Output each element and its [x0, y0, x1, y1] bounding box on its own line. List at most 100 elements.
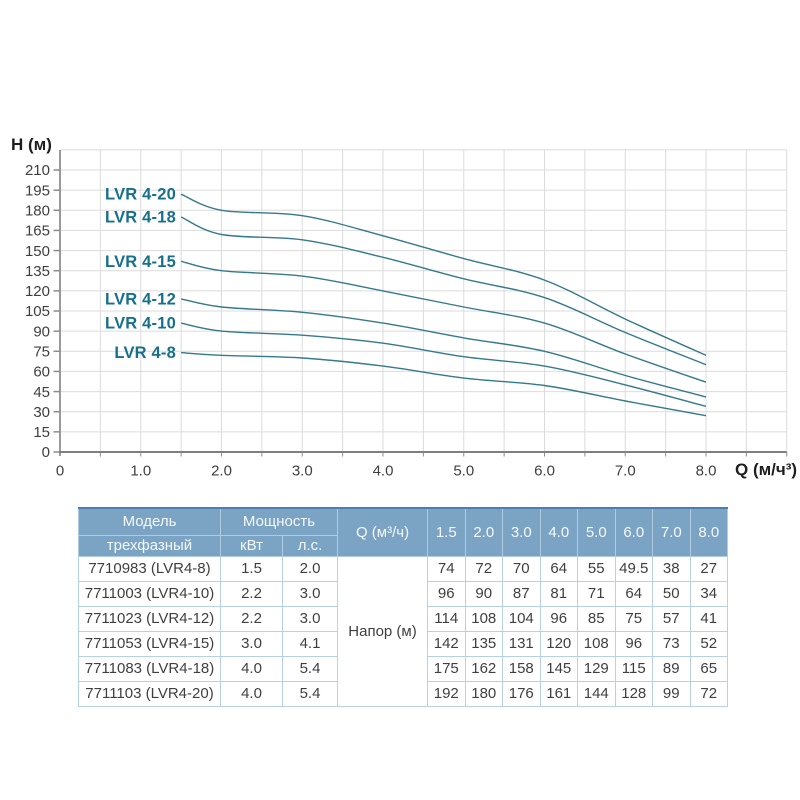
y-tick-label: 165 — [25, 223, 50, 240]
kw-cell: 2.2 — [220, 580, 283, 607]
head-cell: 85 — [577, 605, 616, 632]
pump-curve-lvr-4-10 — [180, 322, 707, 407]
head-cell: 65 — [689, 655, 729, 682]
head-cell: 74 — [427, 555, 466, 582]
head-cell: 180 — [464, 680, 504, 707]
head-cell: 175 — [427, 655, 466, 682]
kw-cell: 4.0 — [220, 655, 283, 682]
hp-cell: 4.1 — [281, 630, 339, 657]
y-tick-label: 195 — [25, 182, 50, 199]
chart-tick-labels: 0 15 30 45 60 75 90 105 120 135 150 165 180 195 210 0 1.… — [25, 162, 716, 479]
pump-curve-lvr-4-20 — [180, 193, 707, 356]
head-cell: 115 — [614, 655, 654, 682]
chart-ticks — [53, 169, 788, 457]
head-cell: 96 — [427, 580, 466, 607]
table-row: 7711103 (LVR4-20) 4.0 5.4 192 180 176 16… — [78, 680, 729, 707]
head-cell: 49.5 — [614, 555, 654, 582]
head-cell: 108 — [464, 605, 504, 632]
col-header-hp: л.с. — [281, 534, 339, 557]
col-header-model: Модель — [78, 507, 221, 536]
head-cell: 81 — [539, 580, 579, 607]
table-row: 7711003 (LVR4-10) 2.2 3.0 96 90 87 81 71… — [78, 580, 729, 607]
y-tick-label: 180 — [25, 202, 50, 219]
head-cell: 87 — [502, 580, 541, 607]
table-row: 7711053 (LVR4-15) 3.0 4.1 142 135 131 12… — [78, 630, 729, 657]
x-tick-label: 0 — [56, 463, 64, 480]
head-cell: 120 — [539, 630, 579, 657]
head-cell: 52 — [689, 630, 729, 657]
curve-label-lvr-4-18: LVR 4-18 — [105, 209, 176, 227]
curve-label-lvr-4-8: LVR 4-8 — [114, 344, 176, 362]
x-tick-label: 5.0 — [453, 463, 474, 480]
y-tick-label: 105 — [25, 303, 50, 320]
y-tick-label: 60 — [33, 364, 50, 381]
pump-spec-table: Модель Мощность Q (м³/ч) 1.5 2.0 3.0 4.0… — [78, 507, 729, 707]
y-tick-label: 30 — [33, 404, 50, 421]
col-header-flow-value: 3.0 — [502, 507, 541, 557]
hp-cell: 5.4 — [281, 680, 339, 707]
col-header-model-sub: трехфазный — [78, 534, 221, 557]
pump-curve-lvr-4-15 — [180, 260, 707, 383]
head-cell: 158 — [502, 655, 541, 682]
head-cell: 34 — [689, 580, 729, 607]
head-cell: 57 — [652, 605, 691, 632]
head-cell: 176 — [502, 680, 541, 707]
col-header-flow-value: 8.0 — [689, 507, 729, 557]
y-axis-title: H (м) — [11, 135, 52, 154]
x-tick-label: 3.0 — [292, 463, 313, 480]
curve-label-lvr-4-10: LVR 4-10 — [105, 315, 176, 333]
head-cell: 96 — [539, 605, 579, 632]
x-tick-label: 1.0 — [130, 463, 151, 480]
y-tick-label: 15 — [33, 424, 50, 441]
y-tick-label: 150 — [25, 243, 50, 260]
head-cell: 161 — [539, 680, 579, 707]
head-cell: 114 — [427, 605, 466, 632]
x-tick-label: 8.0 — [696, 463, 717, 480]
model-cell: 7711023 (LVR4-12) — [78, 605, 221, 632]
y-tick-label: 0 — [42, 444, 50, 461]
chart-curve-labels: LVR 4-20 LVR 4-18 LVR 4-15 LVR 4-12 LVR 4-10… — [105, 186, 176, 362]
pump-spec-table-wrap: Модель Мощность Q (м³/ч) 1.5 2.0 3.0 4.0… — [78, 507, 729, 707]
hp-cell: 2.0 — [281, 555, 339, 582]
col-header-power: Мощность — [219, 507, 339, 536]
head-cell: 192 — [427, 680, 466, 707]
x-tick-label: 4.0 — [373, 463, 394, 480]
kw-cell: 4.0 — [220, 680, 283, 707]
table-row: 7711023 (LVR4-12) 2.2 3.0 114 108 104 96… — [78, 605, 729, 632]
head-cell: 129 — [577, 655, 616, 682]
col-header-flow: Q (м³/ч) — [337, 507, 429, 557]
head-cell: 99 — [652, 680, 691, 707]
head-cell: 75 — [614, 605, 654, 632]
col-header-flow-value: 6.0 — [614, 507, 654, 557]
curve-label-lvr-4-20: LVR 4-20 — [105, 186, 176, 204]
head-cell: 55 — [577, 555, 616, 582]
model-cell: 7711103 (LVR4-20) — [78, 680, 221, 707]
pump-curve-lvr-4-18 — [180, 216, 707, 366]
head-cell: 89 — [652, 655, 691, 682]
table-row: 7711083 (LVR4-18) 4.0 5.4 175 162 158 14… — [78, 655, 729, 682]
head-cell: 64 — [539, 555, 579, 582]
curve-label-lvr-4-12: LVR 4-12 — [105, 290, 176, 308]
y-tick-label: 45 — [33, 384, 50, 401]
head-cell: 135 — [464, 630, 504, 657]
head-cell: 128 — [614, 680, 654, 707]
head-cell: 142 — [427, 630, 466, 657]
head-cell: 50 — [652, 580, 691, 607]
model-cell: 7711003 (LVR4-10) — [78, 580, 221, 607]
head-cell: 131 — [502, 630, 541, 657]
hp-cell: 3.0 — [281, 580, 339, 607]
head-label-cell: Напор (м) — [337, 555, 429, 707]
model-cell: 7711053 (LVR4-15) — [78, 630, 221, 657]
hp-cell: 3.0 — [281, 605, 339, 632]
kw-cell: 1.5 — [220, 555, 283, 582]
head-cell: 64 — [614, 580, 654, 607]
pump-curve-lvr-4-8 — [181, 351, 707, 417]
head-cell: 41 — [689, 605, 729, 632]
head-cell: 145 — [539, 655, 579, 682]
chart-curves — [180, 193, 707, 417]
y-tick-label: 90 — [33, 323, 50, 340]
pump-curve-lvr-4-12 — [180, 298, 707, 398]
head-cell: 27 — [689, 555, 729, 582]
x-tick-label: 7.0 — [615, 463, 636, 480]
pump-performance-chart: 0 15 30 45 60 75 90 105 120 135 150 165 180 195 210 0 1.… — [11, 135, 797, 480]
